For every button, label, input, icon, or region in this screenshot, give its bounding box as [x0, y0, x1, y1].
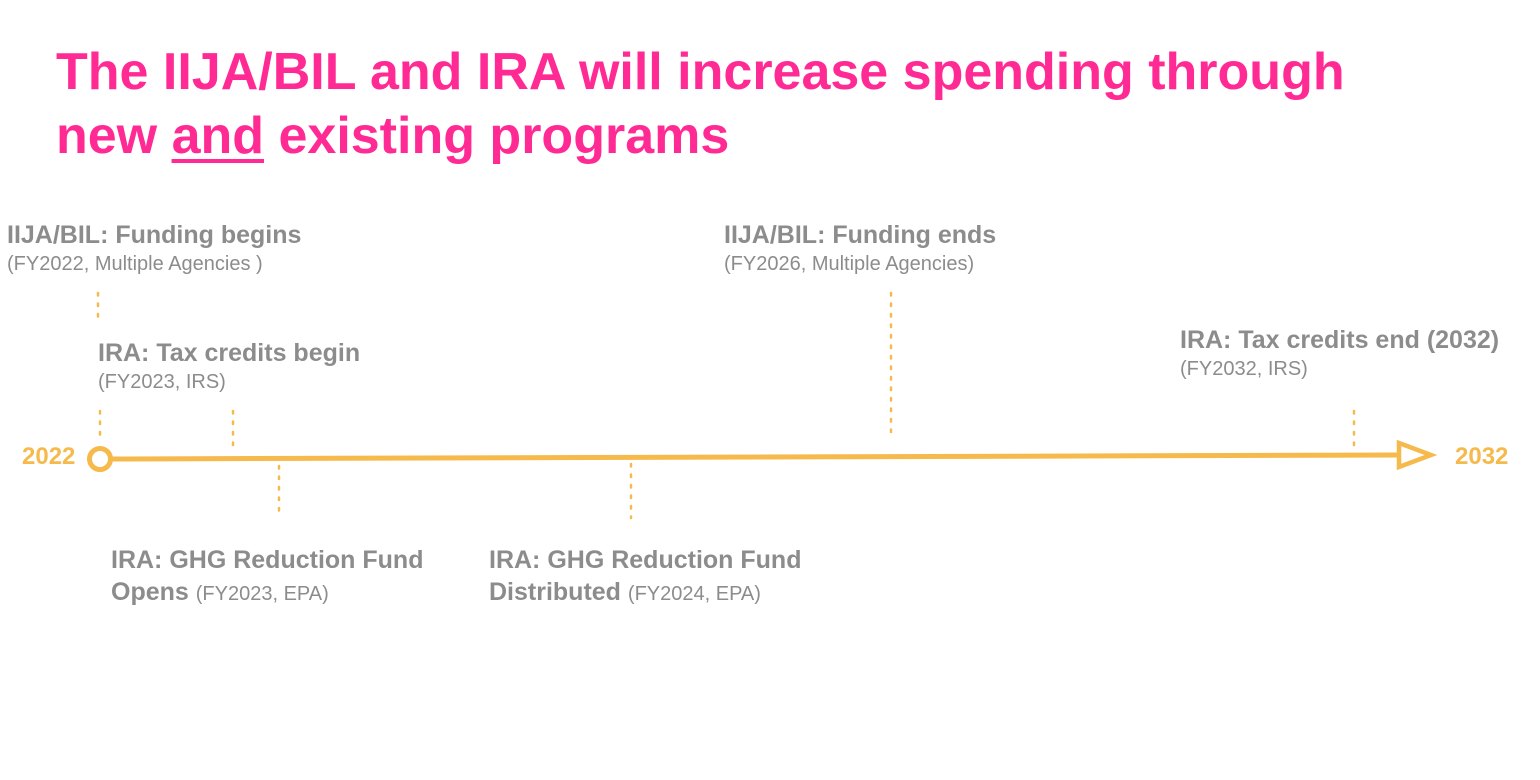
event-ira-tax-credits-end-sub: (FY2032, IRS) — [1180, 358, 1308, 380]
event-ira-tax-credits-end: IRA: Tax credits end (2032) (FY2032, IRS… — [1180, 325, 1499, 383]
event-ghg-fund-opens: IRA: GHG Reduction Fund Opens (FY2023, EP… — [111, 544, 423, 610]
event-iija-funding-begins-label: IIJA/BIL: Funding begins — [7, 221, 302, 249]
timeline-end-arrow — [1396, 439, 1438, 471]
event-iija-funding-ends: IIJA/BIL: Funding ends (FY2026, Multiple… — [724, 220, 996, 278]
event-ghg-fund-opens-label: IRA: GHG Reduction Fund Opens (FY2023, EP… — [111, 544, 423, 610]
timeline-start-year: 2022 — [22, 443, 76, 470]
event-ghg-fund-distributed-label: IRA: GHG Reduction Fund Distributed (FY20… — [489, 544, 801, 610]
event-iija-funding-begins-sub: (FY2022, Multiple Agencies ) — [7, 253, 263, 275]
event-ghg-fund-distributed-line1: IRA: GHG Reduction Fund — [489, 546, 802, 574]
title-line-2-post: existing programs — [264, 107, 730, 165]
event-ghg-fund-opens-line2: Opens — [111, 578, 189, 606]
title-emphasis: and — [171, 107, 265, 165]
event-ghg-fund-distributed-line2: Distributed — [489, 578, 621, 606]
timeline-end-year: 2032 — [1455, 443, 1509, 470]
event-iija-funding-ends-label: IIJA/BIL: Funding ends — [724, 221, 997, 249]
event-ira-tax-credits-begin: IRA: Tax credits begin (FY2023, IRS) — [98, 338, 360, 396]
event-ghg-fund-opens-line1: IRA: GHG Reduction Fund — [111, 546, 424, 574]
event-ghg-fund-opens-sub: (FY2023, EPA) — [195, 583, 329, 605]
event-ghg-fund-distributed-sub: (FY2024, EPA) — [627, 583, 761, 605]
event-ira-tax-credits-end-label: IRA: Tax credits end (2032) — [1180, 326, 1500, 354]
event-ghg-fund-distributed: IRA: GHG Reduction Fund Distributed (FY20… — [489, 544, 801, 610]
title-line-1: The IIJA/BIL and IRA will increase spend… — [56, 43, 1345, 101]
timeline-axis — [109, 452, 1403, 462]
title-line-2-pre: new — [56, 107, 172, 165]
timeline-start-marker — [87, 446, 113, 472]
event-iija-funding-begins: IIJA/BIL: Funding begins (FY2022, Multip… — [7, 220, 301, 278]
event-ira-tax-credits-begin-sub: (FY2023, IRS) — [98, 371, 226, 393]
slide-title: The IIJA/BIL and IRA will increase spend… — [56, 40, 1496, 168]
event-ira-tax-credits-begin-label: IRA: Tax credits begin — [98, 339, 361, 367]
event-iija-funding-ends-sub: (FY2026, Multiple Agencies) — [724, 253, 975, 275]
